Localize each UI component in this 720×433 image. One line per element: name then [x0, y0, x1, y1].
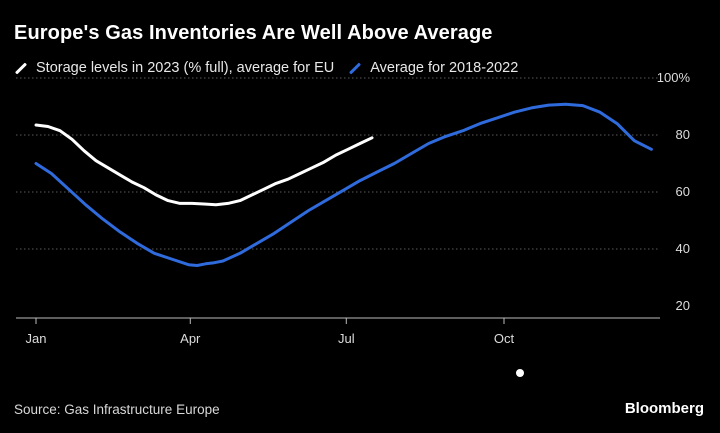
y-tick-label-60: 60 — [676, 184, 690, 199]
y-tick-label-40: 40 — [676, 241, 690, 256]
legend-item-2023: Storage levels in 2023 (% full), average… — [14, 60, 334, 76]
grid-layer — [16, 77, 660, 250]
x-tick-label-jul: Jul — [338, 331, 355, 346]
y-tick-label-80: 80 — [676, 127, 690, 142]
legend-label-2023: Storage levels in 2023 (% full), average… — [36, 60, 335, 76]
bloomberg-logo: Bloomberg — [624, 400, 704, 417]
chart-title: Europe's Gas Inventories Are Well Above … — [14, 22, 493, 44]
scroll-indicator-dot — [516, 369, 524, 377]
x-tick-label-oct: Oct — [494, 331, 515, 346]
x-tick-label-apr: Apr — [180, 331, 201, 346]
legend-label-average: Average for 2018-2022 — [370, 60, 519, 76]
series-layer — [34, 102, 653, 267]
series-line-average — [34, 102, 653, 267]
chart-legend: Storage levels in 2023 (% full), average… — [14, 60, 532, 76]
x-tick-label-jan: Jan — [26, 331, 47, 346]
legend-item-average: Average for 2018-2022 — [348, 60, 518, 76]
source-note: Source: Gas Infrastructure Europe — [14, 402, 220, 417]
y-tick-label-100: 100% — [657, 70, 691, 85]
axis-layer: 100% 80 60 40 20 Jan Apr Jul Oct — [16, 70, 690, 346]
series-line-2023 — [34, 123, 374, 207]
y-tick-label-20: 20 — [676, 298, 690, 313]
